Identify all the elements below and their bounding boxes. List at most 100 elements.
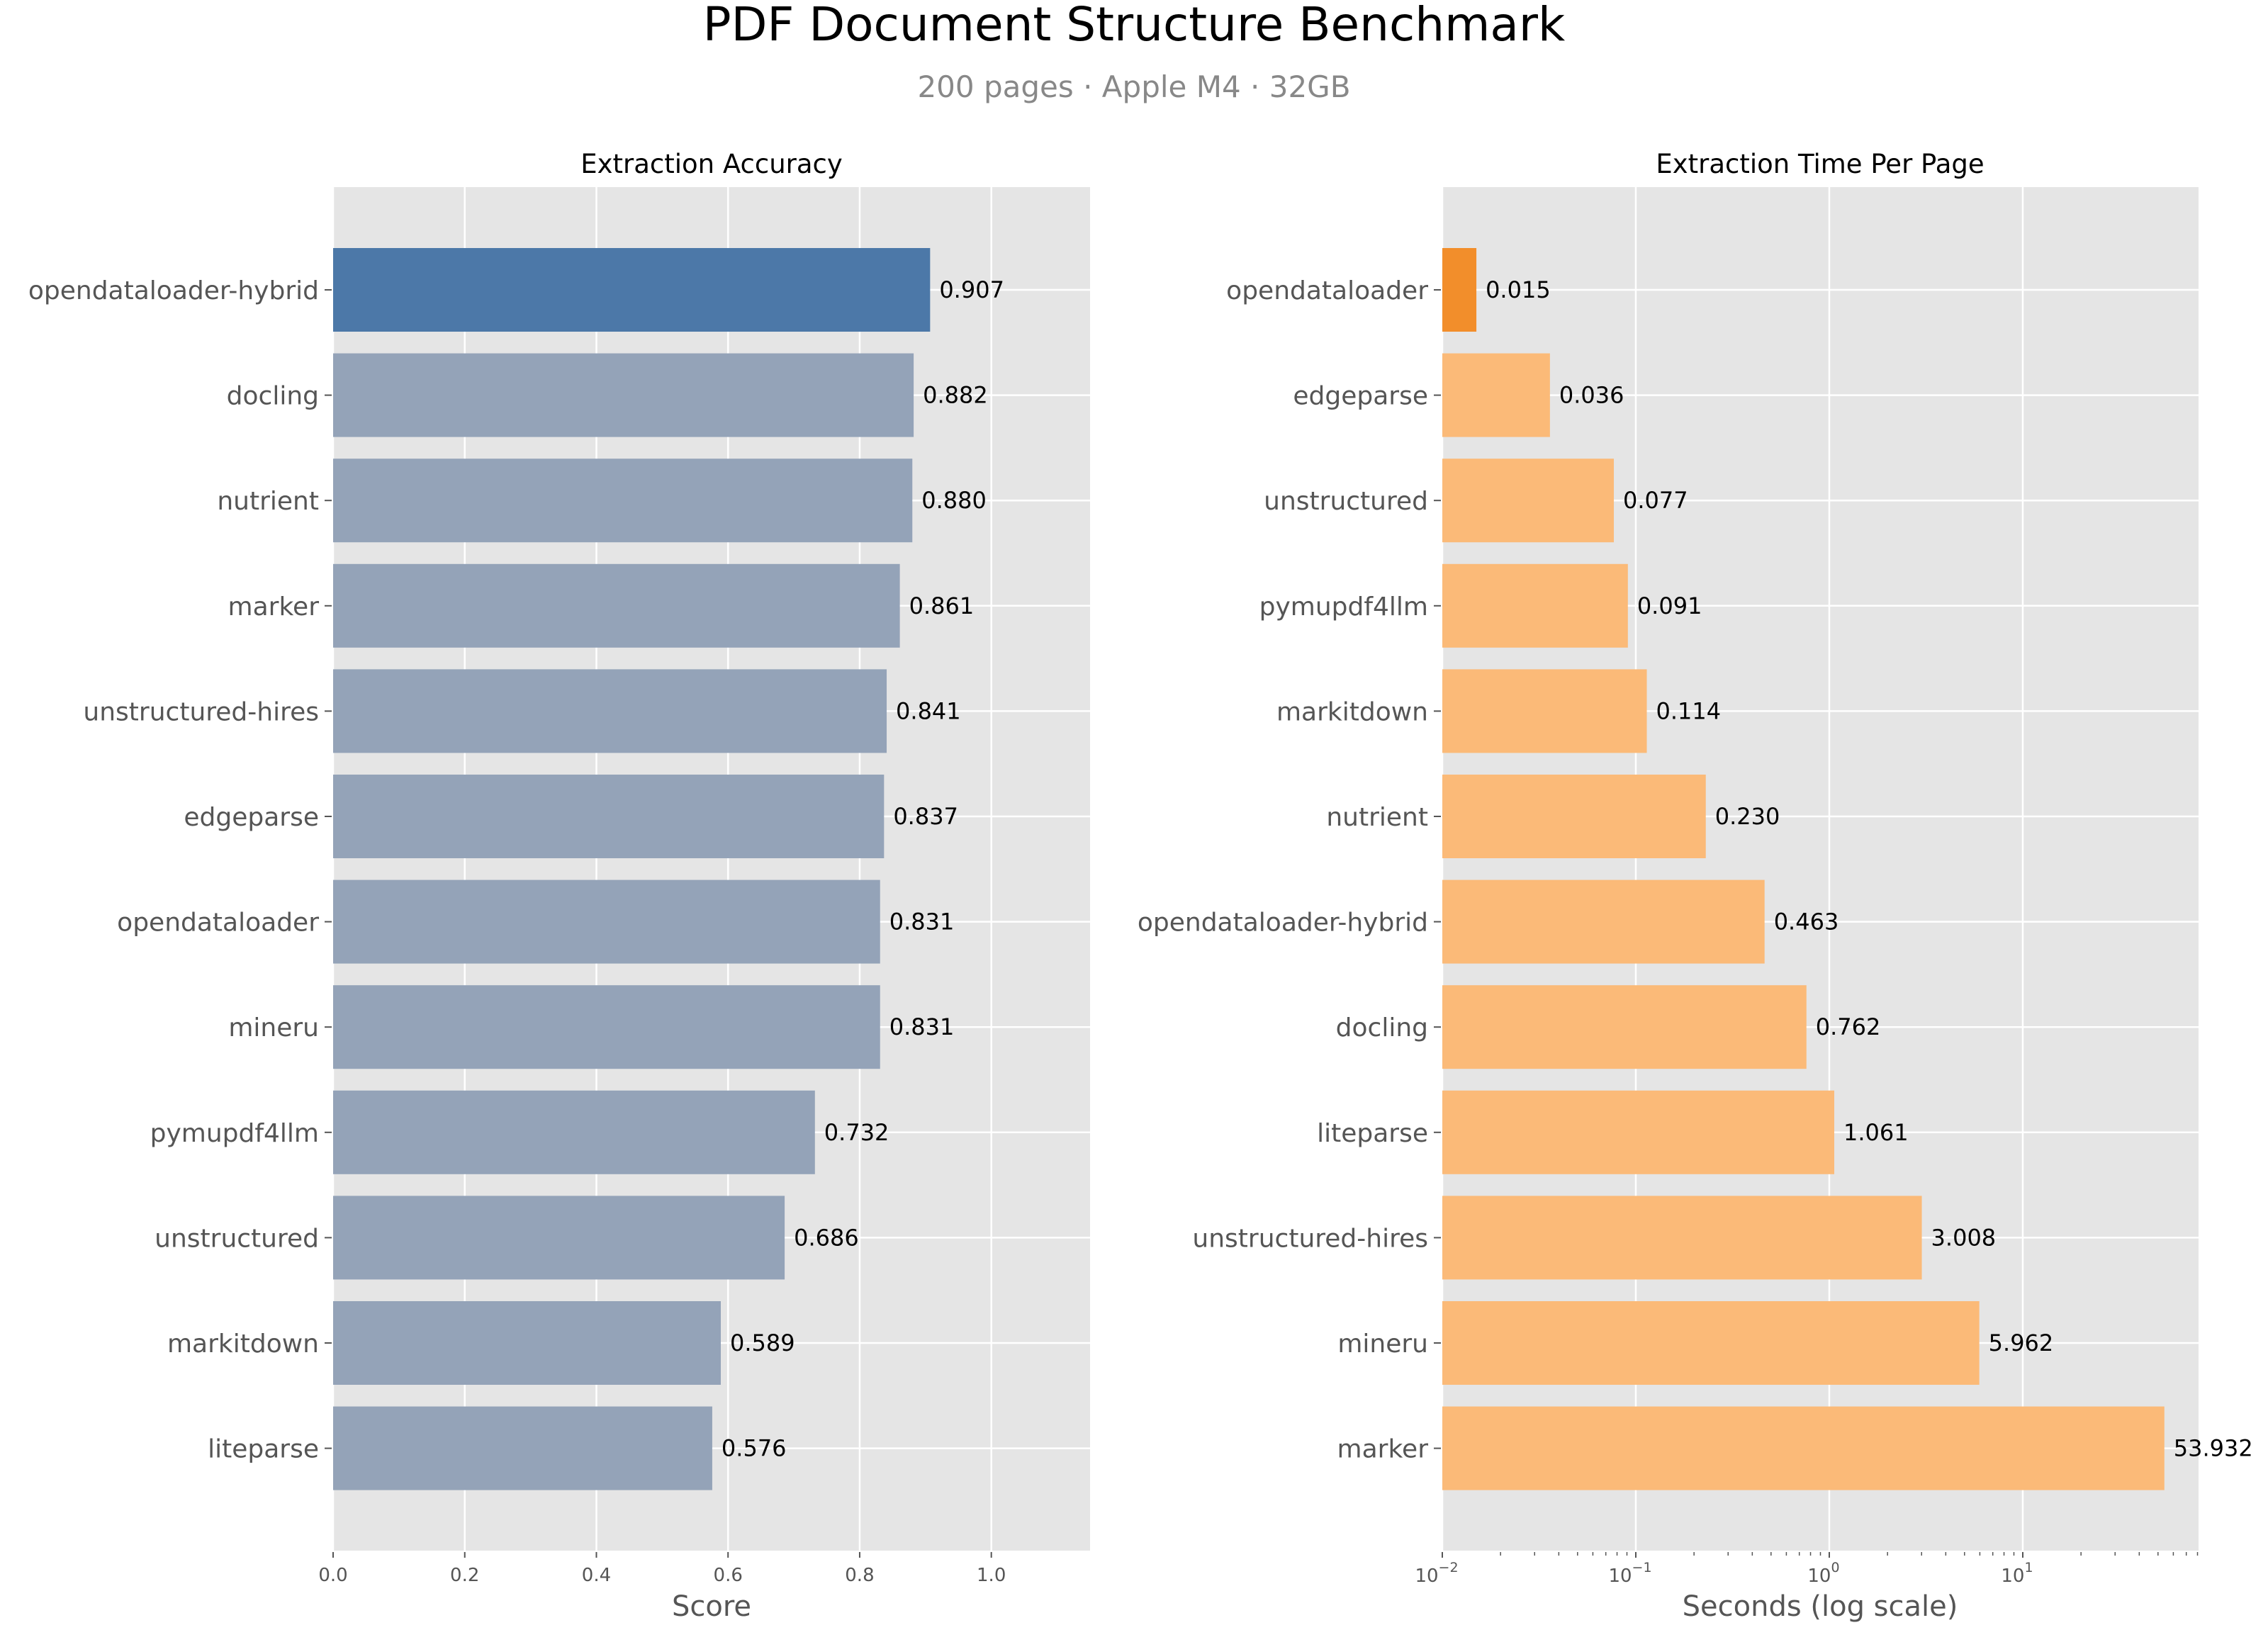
y-tick-label: unstructured	[1264, 487, 1428, 516]
x-tick-exponent: 1	[2024, 1560, 2033, 1575]
y-tick-label: unstructured-hires	[83, 697, 319, 726]
bar-value-label: 3.008	[1931, 1224, 1997, 1251]
bar-unstructured-hires	[1442, 1196, 1922, 1280]
bar-value-label: 0.114	[1656, 697, 1722, 724]
y-tick-label: pymupdf4llm	[1259, 592, 1428, 622]
y-tick-label: nutrient	[217, 487, 319, 516]
x-tick-base: 10	[1415, 1566, 1438, 1587]
bar-value-label: 0.831	[889, 1013, 955, 1040]
time-chart: Extraction Time Per Page 0.015 0.036 0.077…	[1138, 149, 2253, 1623]
bar-docling	[333, 353, 914, 437]
accuracy-chart: Extraction Accuracy 0.907 0.882 0.880 0.861…	[28, 149, 1090, 1623]
bar-marker	[1442, 1406, 2165, 1490]
bar-value-label: 0.463	[1774, 909, 1839, 935]
bar-value-label: 0.831	[889, 909, 955, 935]
x-tick-label: 1.0	[977, 1565, 1006, 1586]
bar-value-label: 0.837	[893, 803, 958, 830]
x-tick-exponent: 0	[1831, 1560, 1839, 1575]
y-tick-label: markitdown	[1276, 697, 1428, 726]
bar-edgeparse	[333, 775, 885, 858]
bar-value-label: 0.091	[1637, 592, 1702, 619]
bar-value-label: 5.962	[1989, 1330, 2054, 1356]
bar-value-label: 0.015	[1486, 276, 1551, 303]
time-x-axis: 10−2 10−1 100 101	[1415, 1552, 2199, 1587]
bar-value-label: 0.732	[824, 1119, 889, 1146]
accuracy-bars: 0.907 0.882 0.880 0.861 0.841 0.837 0.831 0.831…	[333, 248, 1004, 1490]
bar-value-label: 0.861	[909, 592, 975, 619]
x-tick-label: 0.0	[318, 1565, 347, 1586]
y-tick-label: nutrient	[1326, 803, 1428, 832]
x-tick-label: 10−2	[1415, 1560, 1458, 1587]
bar-value-label: 0.907	[939, 276, 1004, 303]
x-tick-label: 0.4	[582, 1565, 611, 1586]
y-tick-label: mineru	[1337, 1330, 1428, 1359]
bar-opendataloader-hybrid	[333, 248, 931, 332]
time-chart-title: Extraction Time Per Page	[1656, 149, 1984, 179]
x-tick-base: 10	[1608, 1566, 1632, 1587]
accuracy-x-axis-label: Score	[672, 1590, 751, 1623]
y-tick-label: liteparse	[1317, 1119, 1428, 1148]
y-tick-label: mineru	[228, 1013, 319, 1042]
y-tick-label: pymupdf4llm	[150, 1119, 319, 1148]
y-tick-label: docling	[227, 382, 319, 411]
bar-value-label: 0.686	[794, 1224, 859, 1251]
bar-liteparse	[1442, 1090, 1835, 1174]
accuracy-x-axis: 0.0 0.2 0.4 0.6 0.8 1.0	[318, 1552, 1006, 1586]
x-tick-exponent: −2	[1439, 1560, 1459, 1575]
bar-opendataloader	[333, 879, 880, 964]
bar-opendataloader	[1442, 248, 1477, 332]
y-tick-label: marker	[1337, 1435, 1429, 1464]
bar-mineru	[1442, 1301, 1980, 1385]
bar-value-label: 1.061	[1843, 1119, 1909, 1146]
bar-value-label: 0.077	[1623, 487, 1688, 514]
bar-mineru	[333, 985, 880, 1069]
time-x-axis-label: Seconds (log scale)	[1683, 1590, 1958, 1623]
bar-value-label: 53.932	[2174, 1435, 2253, 1462]
bar-marker	[333, 563, 900, 648]
y-tick-label: liteparse	[208, 1435, 319, 1464]
bar-unstructured-hires	[333, 669, 887, 753]
bar-value-label: 0.762	[1816, 1013, 1881, 1040]
bar-markitdown	[333, 1301, 722, 1385]
y-tick-label: marker	[228, 592, 320, 622]
bar-value-label: 0.880	[921, 487, 987, 514]
y-tick-label: edgeparse	[184, 803, 319, 832]
figure-title: PDF Document Structure Benchmark	[703, 0, 1566, 52]
bar-value-label: 0.841	[896, 697, 961, 724]
x-tick-label: 101	[2001, 1560, 2033, 1587]
figure-subtitle: 200 pages · Apple M4 · 32GB	[917, 69, 1350, 104]
y-tick-label: opendataloader-hybrid	[28, 276, 319, 305]
bar-pymupdf4llm	[333, 1090, 815, 1174]
y-tick-label: unstructured	[155, 1224, 319, 1253]
bar-value-label: 0.589	[730, 1330, 795, 1356]
y-tick-label: opendataloader	[117, 909, 319, 938]
bar-unstructured	[333, 1196, 785, 1280]
x-tick-label: 0.6	[714, 1565, 743, 1586]
bar-docling	[1442, 985, 1807, 1069]
y-tick-label: edgeparse	[1293, 382, 1428, 411]
y-tick-label: docling	[1336, 1013, 1428, 1042]
bar-opendataloader-hybrid	[1442, 879, 1765, 964]
bar-markitdown	[1442, 669, 1647, 753]
bar-nutrient	[1442, 775, 1706, 858]
accuracy-chart-title: Extraction Accuracy	[580, 149, 843, 179]
x-tick-label: 10−1	[1608, 1560, 1651, 1587]
y-tick-label: markitdown	[167, 1330, 319, 1359]
time-y-axis: opendataloader edgeparse unstructured pymup…	[1138, 276, 1441, 1464]
bar-nutrient	[333, 459, 913, 543]
x-tick-label: 0.2	[450, 1565, 479, 1586]
time-bars: 0.015 0.036 0.077 0.091 0.114 0.230 0.463 0.762…	[1442, 248, 2253, 1490]
bar-edgeparse	[1442, 353, 1550, 437]
y-tick-label: opendataloader-hybrid	[1138, 909, 1428, 938]
x-tick-label: 100	[1807, 1560, 1839, 1587]
y-tick-label: unstructured-hires	[1192, 1224, 1428, 1253]
bar-unstructured	[1442, 459, 1615, 543]
bar-value-label: 0.036	[1559, 382, 1624, 409]
y-tick-label: opendataloader	[1226, 276, 1428, 305]
x-tick-exponent: −1	[1632, 1560, 1652, 1575]
bar-value-label: 0.882	[923, 382, 988, 409]
bar-value-label: 0.576	[722, 1435, 787, 1462]
x-tick-base: 10	[1807, 1566, 1831, 1587]
x-tick-label: 0.8	[845, 1565, 874, 1586]
